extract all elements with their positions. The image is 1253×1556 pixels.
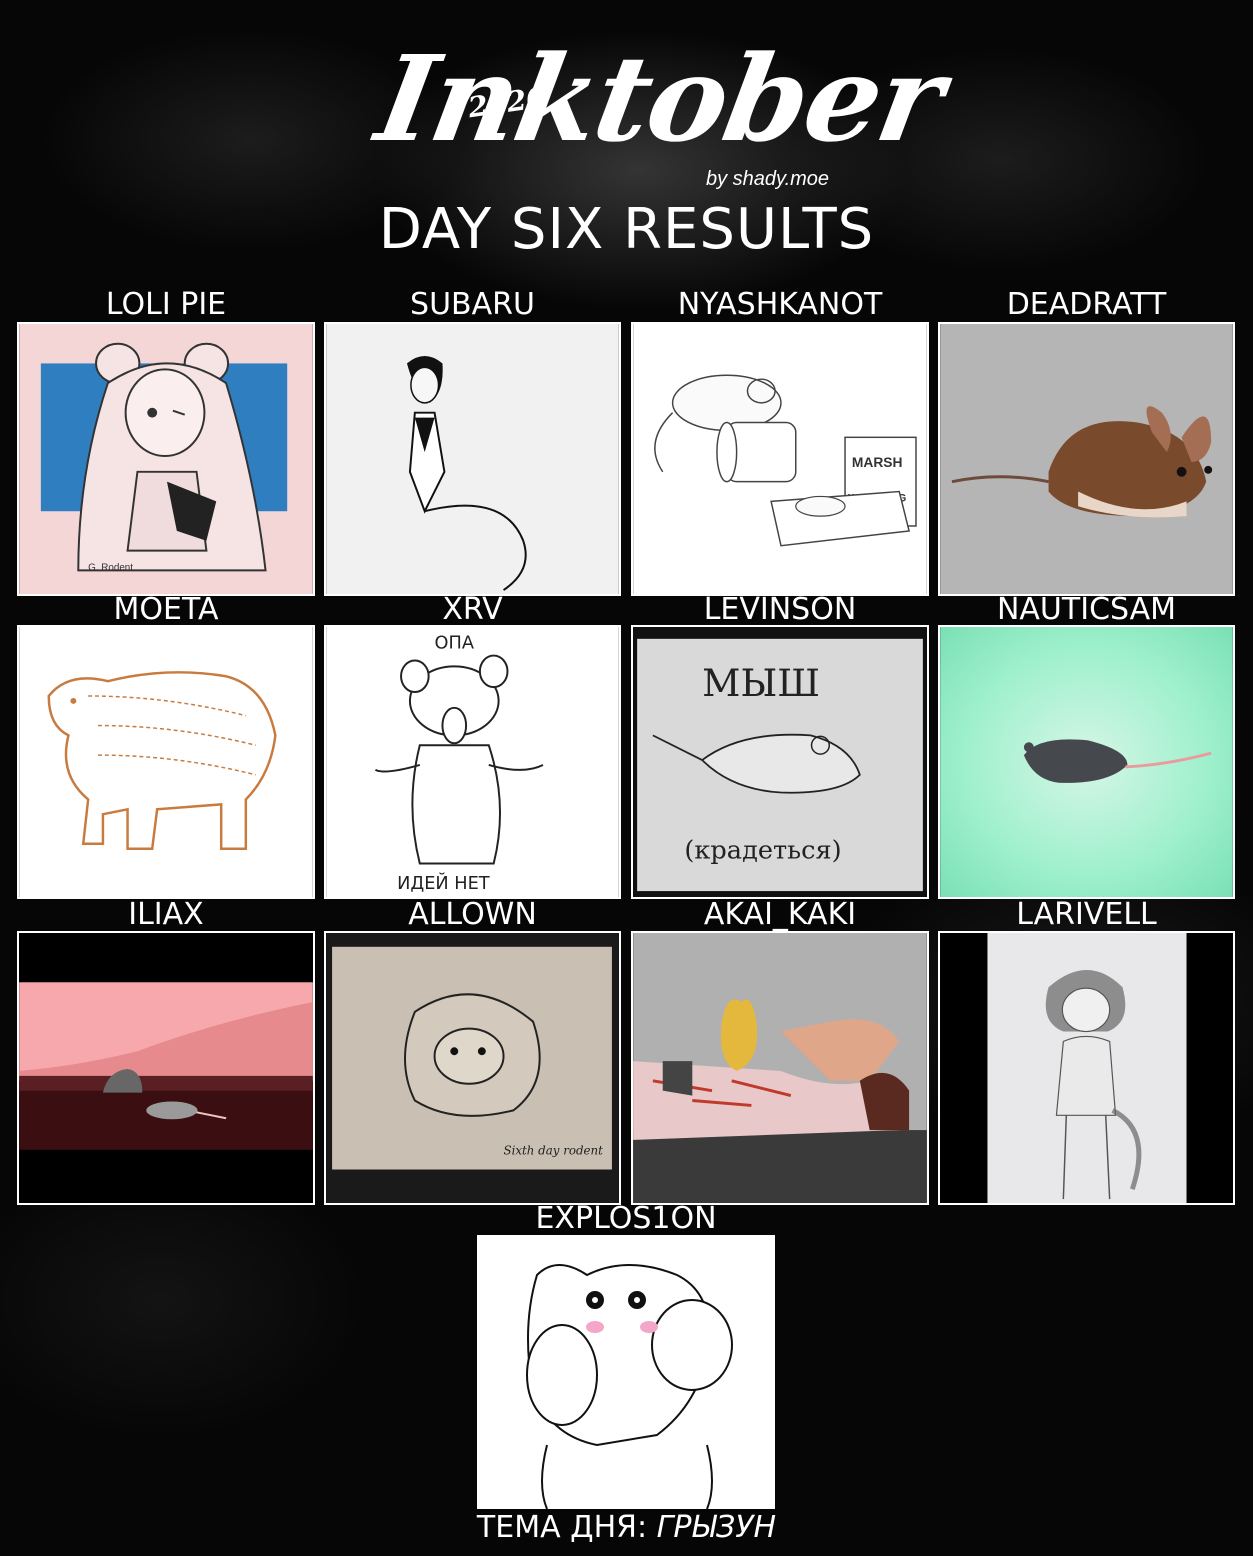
artist-name: NYASHKANOT (677, 287, 883, 322)
artwork-image (19, 933, 313, 1203)
artwork-iliax (17, 931, 315, 1205)
entry-nauticsam: NAUTICSAM (938, 595, 1235, 901)
artist-name: EXPLOS1ON (535, 1201, 717, 1236)
artwork-loli-pie: G. Rodent (17, 322, 315, 596)
entry-nyashkanot: NYASHKANOT MARSH WHEELING (631, 288, 929, 596)
signature: G. Rodent (88, 562, 133, 573)
artwork-image (19, 627, 313, 897)
artwork-image (940, 627, 1233, 897)
box-label-1: MARSH (852, 455, 903, 470)
entry-allown: ALLOWN Sixth day rodent (324, 900, 621, 1205)
entry-loli-pie: LOLI PIE G. Rodent (17, 288, 315, 596)
entry-iliax: ILIAX (17, 900, 315, 1205)
artist-name: LEVINSON (703, 592, 857, 627)
bottom-caption: (крадеться) (684, 836, 841, 866)
artist-name: MOETA (113, 592, 219, 627)
artwork-moeta (17, 625, 315, 899)
artwork-image: G. Rodent (19, 324, 313, 594)
top-caption: МЫШ (702, 661, 820, 705)
artwork-image (633, 933, 927, 1203)
artwork-image: Sixth day rodent (326, 933, 619, 1203)
artwork-akai-kaki (631, 931, 929, 1205)
theme-value: ГРЫЗУН (656, 1510, 777, 1545)
entry-levinson: LEVINSON МЫШ (крадеться) (631, 595, 929, 901)
artwork-nauticsam (938, 625, 1235, 899)
artwork-larivell (938, 931, 1235, 1205)
artwork-nyashkanot: MARSH WHEELING (631, 322, 929, 596)
entry-moeta: MOETA (17, 595, 315, 901)
logo-title: Inktober (367, 29, 953, 168)
entry-xrv: XRV ОПА ИДЕЙ НЕТ (324, 595, 621, 901)
artist-name: XRV (442, 592, 503, 627)
artwork-subaru (324, 322, 621, 596)
artist-name: LARIVELL (1016, 897, 1157, 932)
logo-byline: by shady.moe (706, 168, 830, 190)
header: 2020 Inktober by shady.moe DAY SIX RESUL… (0, 0, 1253, 290)
entry-deadratt: DEADRATT (938, 288, 1235, 596)
artwork-explos1on (477, 1235, 775, 1509)
artist-name: LOLI PIE (105, 287, 227, 322)
artwork-image (940, 324, 1233, 594)
caption: Sixth day rodent (504, 1144, 604, 1158)
artwork-image: MARSH WHEELING (633, 324, 927, 594)
artwork-allown: Sixth day rodent (324, 931, 621, 1205)
artist-name: ILIAX (128, 897, 204, 932)
theme-label: ТЕМА ДНЯ: (476, 1510, 648, 1545)
artwork-xrv: ОПА ИДЕЙ НЕТ (324, 625, 621, 899)
artwork-image (477, 1235, 775, 1509)
artist-name: ALLOWN (408, 897, 537, 932)
artwork-levinson: МЫШ (крадеться) (631, 625, 929, 899)
artist-name: AKAI_KAKI (703, 897, 857, 932)
bottom-caption: ИДЕЙ НЕТ (397, 872, 490, 894)
results-title: DAY SIX RESULTS (378, 197, 875, 262)
artist-name: DEADRATT (1006, 287, 1167, 322)
entry-explos1on: EXPLOS1ON (477, 1204, 775, 1509)
artwork-deadratt (938, 322, 1235, 596)
artist-name: SUBARU (410, 287, 535, 322)
artwork-image: МЫШ (крадеться) (633, 627, 927, 897)
entry-subaru: SUBARU (324, 288, 621, 596)
top-caption: ОПА (435, 634, 474, 654)
artwork-image (940, 933, 1233, 1203)
artwork-image: ОПА ИДЕЙ НЕТ (326, 627, 619, 897)
entry-akai-kaki: AKAI_KAKI (631, 900, 929, 1205)
artwork-image (326, 324, 619, 594)
entry-larivell: LARIVELL (938, 900, 1235, 1205)
theme-footer: ТЕМА ДНЯ: ГРЫЗУН (0, 1513, 1253, 1543)
artist-name: NAUTICSAM (996, 592, 1177, 627)
